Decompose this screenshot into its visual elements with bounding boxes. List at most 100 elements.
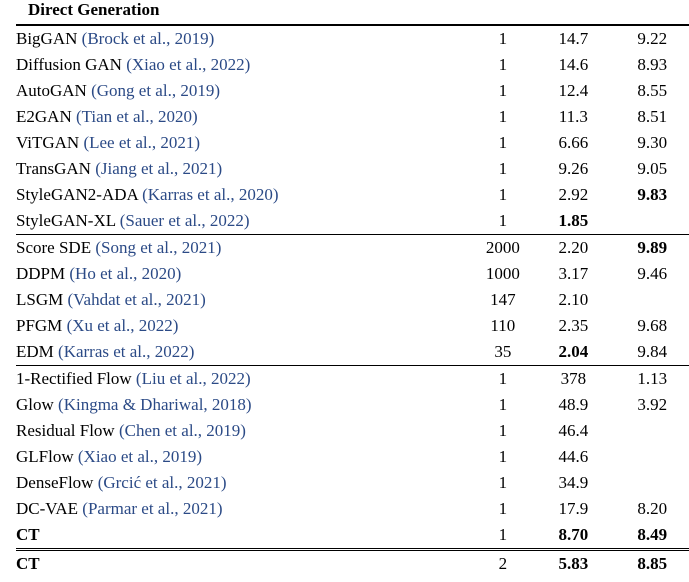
fid-cell: 48.9 xyxy=(558,395,589,414)
is-cell xyxy=(615,444,689,470)
is-cell: 9.68 xyxy=(637,316,668,335)
citation-link[interactable]: (Lee et al., 2021) xyxy=(83,133,201,152)
table-row: DC-VAE (Parmar et al., 2021) 1 17.9 8.20 xyxy=(16,496,689,522)
nfe-cell: 1 xyxy=(498,211,508,230)
nfe-cell: 2000 xyxy=(474,234,532,261)
method-cell: GLFlow (Xiao et al., 2019) xyxy=(16,444,474,470)
citation-link[interactable]: (Karras et al., 2022) xyxy=(58,342,195,361)
method-cell: 1-Rectified Flow (Liu et al., 2022) xyxy=(16,365,475,392)
nfe-cell: 1 xyxy=(498,473,508,492)
citation-link[interactable]: (Grcić et al., 2021) xyxy=(97,473,227,492)
citation-link[interactable]: (Sauer et al., 2022) xyxy=(119,211,250,230)
table-row: Score SDE (Song et al., 2021) 2000 2.20 9.8… xyxy=(16,234,689,261)
citation-link[interactable]: (Ho et al., 2020) xyxy=(69,264,182,283)
table-row: BigGAN (Brock et al., 2019) 1 14.7 9.22 xyxy=(16,24,689,52)
citation-link[interactable]: (Jiang et al., 2021) xyxy=(95,159,223,178)
citation-link[interactable]: (Kingma & Dhariwal, 2018) xyxy=(58,395,252,414)
fid-cell: 34.9 xyxy=(558,473,589,492)
table-row: GLFlow (Xiao et al., 2019) 1 44.6 xyxy=(16,444,689,470)
fid-cell: 3.17 xyxy=(558,264,589,283)
table-row: EDM (Karras et al., 2022) 35 2.04 9.84 xyxy=(16,339,689,366)
method-cell: CT xyxy=(16,522,474,550)
method-cell: CT xyxy=(16,548,475,577)
table-row: StyleGAN-XL (Sauer et al., 2022) 1 1.85 xyxy=(16,208,689,235)
citation-link[interactable]: (Xiao et al., 2019) xyxy=(77,447,203,466)
citation-link[interactable]: (Xu et al., 2022) xyxy=(66,316,179,335)
is-cell: 9.30 xyxy=(637,133,668,152)
citation-link[interactable]: (Brock et al., 2019) xyxy=(81,29,215,48)
method-name: Score SDE xyxy=(16,238,92,257)
method-name: StyleGAN2-ADA xyxy=(16,185,138,204)
citation-link[interactable]: (Karras et al., 2020) xyxy=(142,185,279,204)
fid-cell: 2.92 xyxy=(558,185,589,204)
fid-cell: 46.4 xyxy=(558,421,589,440)
method-cell: DDPM (Ho et al., 2020) xyxy=(16,261,474,287)
nfe-cell: 35 xyxy=(494,342,512,361)
citation-link[interactable]: (Liu et al., 2022) xyxy=(135,369,251,388)
nfe-cell: 1 xyxy=(498,421,508,440)
table-row: TransGAN (Jiang et al., 2021) 1 9.26 9.05 xyxy=(16,156,689,182)
citation-link[interactable]: (Xiao et al., 2022) xyxy=(126,55,251,74)
fid-cell: 11.3 xyxy=(558,107,588,126)
is-cell: 8.20 xyxy=(637,499,668,518)
table-row: StyleGAN2-ADA (Karras et al., 2020) 1 2.92… xyxy=(16,182,689,208)
table-row: E2GAN (Tian et al., 2020) 1 11.3 8.51 xyxy=(16,104,689,130)
method-cell: AutoGAN (Gong et al., 2019) xyxy=(16,78,474,104)
method-cell: Score SDE (Song et al., 2021) xyxy=(16,234,475,261)
method-cell: Diffusion GAN (Xiao et al., 2022) xyxy=(16,52,474,78)
fid-cell: 9.26 xyxy=(558,159,589,178)
nfe-cell: 1 xyxy=(498,395,508,414)
citation-link[interactable]: (Parmar et al., 2021) xyxy=(82,499,223,518)
method-name: GLFlow xyxy=(16,447,74,466)
method-name: 1-Rectified Flow xyxy=(16,369,132,388)
nfe-cell: 1 xyxy=(498,499,508,518)
section-title: Direct Generation xyxy=(28,0,160,19)
citation-link[interactable]: (Vahdat et al., 2021) xyxy=(67,290,206,309)
method-name: LSGM xyxy=(16,290,64,309)
nfe-cell: 1 xyxy=(498,133,508,152)
fid-cell: 5.83 xyxy=(531,548,616,577)
is-cell: 9.84 xyxy=(637,342,668,361)
fid-cell: 1.85 xyxy=(558,211,589,230)
is-cell: 1.13 xyxy=(615,365,689,392)
table-row: 1-Rectified Flow (Liu et al., 2022) 1 378 1… xyxy=(16,365,689,392)
method-cell: StyleGAN-XL (Sauer et al., 2022) xyxy=(16,208,474,235)
method-name: E2GAN xyxy=(16,107,72,126)
results-table: BigGAN (Brock et al., 2019) 1 14.7 9.22 Diff… xyxy=(16,24,689,577)
table-row: Diffusion GAN (Xiao et al., 2022) 1 14.6 8.… xyxy=(16,52,689,78)
nfe-cell: 1 xyxy=(498,107,508,126)
method-name: BigGAN xyxy=(16,29,78,48)
method-name: Diffusion GAN xyxy=(16,55,122,74)
table-row: Residual Flow (Chen et al., 2019) 1 46.4 xyxy=(16,418,689,444)
is-cell: 8.49 xyxy=(637,525,668,544)
nfe-cell: 1 xyxy=(474,24,532,52)
fid-cell: 2.35 xyxy=(558,316,589,335)
table-row: AutoGAN (Gong et al., 2019) 1 12.4 8.55 xyxy=(16,78,689,104)
is-cell: 9.83 xyxy=(637,185,668,204)
fid-cell: 14.7 xyxy=(531,24,616,52)
citation-link[interactable]: (Tian et al., 2020) xyxy=(75,107,198,126)
nfe-cell: 1000 xyxy=(485,264,520,283)
method-cell: DC-VAE (Parmar et al., 2021) xyxy=(16,496,474,522)
method-cell: ViTGAN (Lee et al., 2021) xyxy=(16,130,474,156)
citation-link[interactable]: (Song et al., 2021) xyxy=(95,238,222,257)
nfe-cell: 1 xyxy=(498,55,508,74)
nfe-cell: 147 xyxy=(490,290,516,309)
method-name: EDM xyxy=(16,342,54,361)
nfe-cell: 110 xyxy=(490,316,516,335)
is-cell: 3.92 xyxy=(637,395,668,414)
is-cell: 9.46 xyxy=(637,264,668,283)
method-name: DenseFlow xyxy=(16,473,94,492)
table-row: DenseFlow (Grcić et al., 2021) 1 34.9 xyxy=(16,470,689,496)
table-row: DDPM (Ho et al., 2020) 1000 3.17 9.46 xyxy=(16,261,689,287)
fid-cell: 2.20 xyxy=(531,234,616,261)
is-cell: 8.93 xyxy=(637,55,668,74)
method-name: DC-VAE xyxy=(16,499,79,518)
method-name: CT xyxy=(16,554,40,573)
method-cell: LSGM (Vahdat et al., 2021) xyxy=(16,287,474,313)
fid-cell: 8.70 xyxy=(558,525,589,544)
citation-link[interactable]: (Gong et al., 2019) xyxy=(91,81,220,100)
method-cell: StyleGAN2-ADA (Karras et al., 2020) xyxy=(16,182,474,208)
citation-link[interactable]: (Chen et al., 2019) xyxy=(118,421,246,440)
method-name: PFGM xyxy=(16,316,63,335)
